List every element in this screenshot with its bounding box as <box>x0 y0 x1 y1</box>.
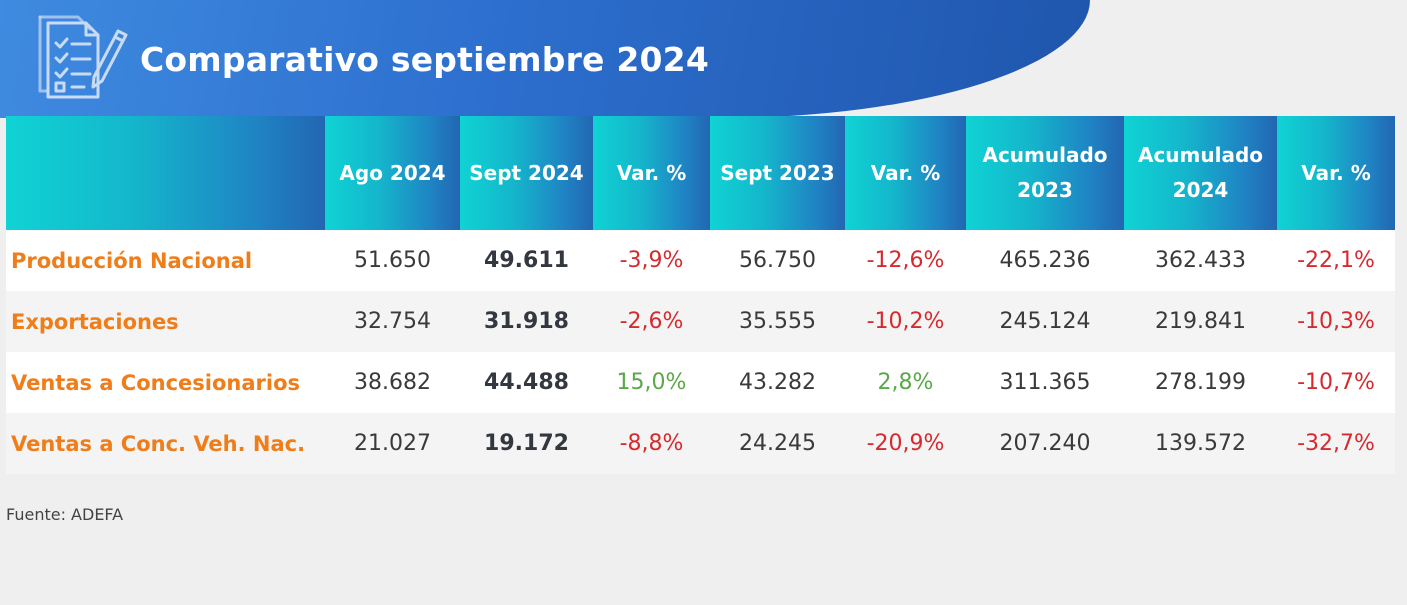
column-header: Ago 2024 <box>325 116 460 230</box>
column-header: Var. % <box>845 116 966 230</box>
table-cell: 51.650 <box>354 248 431 273</box>
table-cell: 35.555 <box>739 309 816 334</box>
table-row: Producción Nacional 51.650 49.611 -3,9% … <box>6 230 1395 291</box>
table-cell: 465.236 <box>999 248 1091 273</box>
checklist-document-icon <box>38 15 128 99</box>
table-cell: 311.365 <box>999 370 1091 395</box>
table-cell: 31.918 <box>484 309 569 334</box>
table-cell: -3,9% <box>619 248 684 273</box>
column-header <box>6 116 325 230</box>
table-cell: 19.172 <box>484 431 569 456</box>
table-cell: -12,6% <box>866 248 945 273</box>
row-label: Exportaciones <box>11 309 179 334</box>
table-cell: -22,1% <box>1297 248 1375 273</box>
table-cell: -8,8% <box>619 431 684 456</box>
column-header: Var. % <box>593 116 710 230</box>
table-cell: 32.754 <box>354 309 431 334</box>
column-header: Acumulado 2023 <box>966 116 1124 230</box>
page-title: Comparativo septiembre 2024 <box>140 40 709 79</box>
table-row: Ventas a Conc. Veh. Nac. 21.027 19.172 -… <box>6 413 1395 474</box>
table-cell: 49.611 <box>484 248 569 273</box>
table-cell: 44.488 <box>484 370 569 395</box>
column-header: Acumulado 2024 <box>1124 116 1277 230</box>
table-cell: -2,6% <box>619 309 684 334</box>
row-label: Ventas a Conc. Veh. Nac. <box>11 431 306 456</box>
row-label: Ventas a Concesionarios <box>11 370 301 395</box>
table-cell: 15,0% <box>616 370 687 395</box>
table-cell: 56.750 <box>739 248 816 273</box>
table-cell: 2,8% <box>877 370 934 395</box>
table-cell: -20,9% <box>866 431 945 456</box>
column-header: Var. % <box>1277 116 1395 230</box>
table-cell: 219.841 <box>1155 309 1246 334</box>
header-banner: Comparativo septiembre 2024 <box>0 0 1090 118</box>
table-cell: 278.199 <box>1155 370 1246 395</box>
comparison-table: Ago 2024 Sept 2024 Var. % Sept 2023 Var.… <box>6 116 1395 474</box>
table-header: Ago 2024 Sept 2024 Var. % Sept 2023 Var.… <box>6 116 1395 230</box>
table-cell: 139.572 <box>1155 431 1246 456</box>
table-cell: 245.124 <box>999 309 1091 334</box>
table-cell: -10,2% <box>866 309 945 334</box>
table-cell: -10,3% <box>1297 309 1375 334</box>
table-cell: 362.433 <box>1155 248 1246 273</box>
table-cell: 207.240 <box>999 431 1091 456</box>
row-label: Producción Nacional <box>11 248 253 273</box>
table-cell: 24.245 <box>739 431 816 456</box>
column-header: Sept 2024 <box>460 116 593 230</box>
table-cell: 43.282 <box>739 370 816 395</box>
table-row: Exportaciones 32.754 31.918 -2,6% 35.555… <box>6 291 1395 352</box>
column-header: Sept 2023 <box>710 116 845 230</box>
table-cell: -32,7% <box>1297 431 1375 456</box>
table-cell: 38.682 <box>354 370 431 395</box>
source-note: Fuente: ADEFA <box>6 505 124 524</box>
table-cell: 21.027 <box>354 431 431 456</box>
table-cell: -10,7% <box>1297 370 1375 395</box>
table-row: Ventas a Concesionarios 38.682 44.488 15… <box>6 352 1395 413</box>
